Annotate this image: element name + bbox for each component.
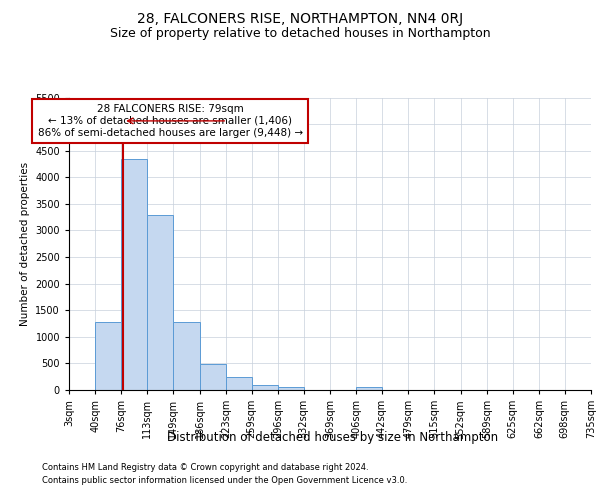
Bar [226, 377, 251, 390]
Bar [173, 322, 199, 390]
Bar [95, 322, 121, 390]
Bar [199, 364, 226, 390]
Bar [356, 386, 382, 390]
Text: Size of property relative to detached houses in Northampton: Size of property relative to detached ho… [110, 28, 490, 40]
Bar [251, 385, 278, 390]
Text: Contains HM Land Registry data © Crown copyright and database right 2024.: Contains HM Land Registry data © Crown c… [42, 464, 368, 472]
Text: 28, FALCONERS RISE, NORTHAMPTON, NN4 0RJ: 28, FALCONERS RISE, NORTHAMPTON, NN4 0RJ [137, 12, 463, 26]
Text: Distribution of detached houses by size in Northampton: Distribution of detached houses by size … [167, 431, 499, 444]
Y-axis label: Number of detached properties: Number of detached properties [20, 162, 29, 326]
Text: 28 FALCONERS RISE: 79sqm
← 13% of detached houses are smaller (1,406)
86% of sem: 28 FALCONERS RISE: 79sqm ← 13% of detach… [38, 104, 303, 138]
Bar [148, 214, 173, 390]
Bar [121, 158, 148, 390]
Bar [278, 386, 304, 390]
Text: Contains public sector information licensed under the Open Government Licence v3: Contains public sector information licen… [42, 476, 407, 485]
